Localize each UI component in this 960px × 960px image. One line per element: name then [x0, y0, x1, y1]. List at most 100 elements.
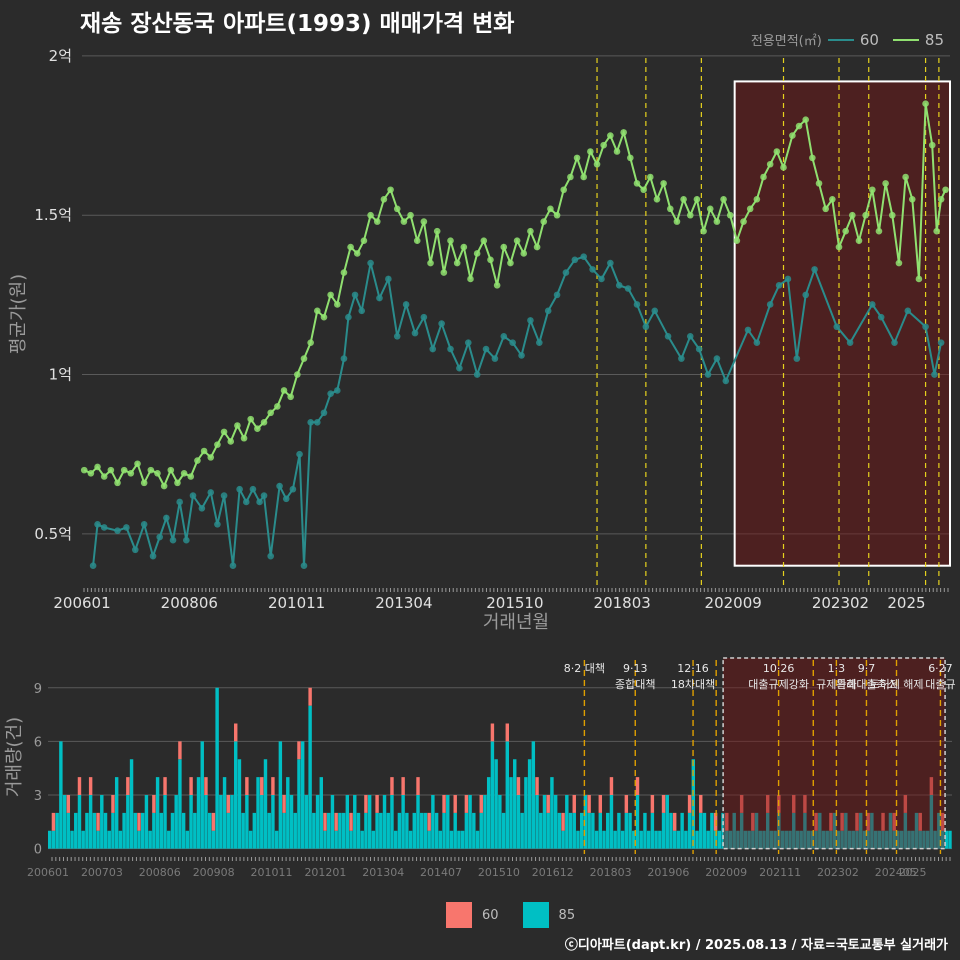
volume-bar-85: [460, 830, 465, 849]
volume-bar-85: [747, 830, 751, 849]
volume-bar-85: [234, 741, 238, 849]
price-point-85-74: [573, 154, 581, 162]
legend-box-60: [446, 902, 472, 928]
price-point-85-125: [915, 275, 923, 283]
volume-bar-85: [245, 795, 249, 849]
volume-bar-85: [858, 812, 863, 849]
price-point-60-32: [320, 409, 328, 417]
volume-bar-60: [572, 795, 576, 813]
volume-bar-85: [141, 812, 145, 849]
price-point-60-17: [220, 492, 228, 499]
volume-bar-85: [765, 812, 770, 849]
price-point-85-53: [433, 227, 441, 235]
price-point-60-33: [327, 390, 334, 397]
price-point-85-117: [862, 211, 869, 219]
volume-bar-85: [382, 795, 387, 849]
price-point-60-82: [775, 282, 783, 289]
volume-bar-60: [516, 777, 521, 796]
volume-bar-85: [88, 795, 93, 849]
volume-bar-60: [840, 812, 844, 831]
volume-bar-85: [933, 830, 937, 849]
price-point-85-98: [733, 237, 741, 245]
legend-label-85: 85: [924, 30, 944, 49]
volume-bar-85: [684, 830, 688, 849]
volume-bar-60: [204, 777, 208, 796]
volume-x-tick-0: 200601: [27, 866, 69, 879]
volume-bar-85: [371, 830, 376, 849]
volume-bar-85: [654, 830, 658, 849]
price-point-60-40: [376, 294, 383, 302]
volume-bar-85: [341, 812, 346, 849]
volume-bar-85: [170, 812, 175, 849]
price-point-85-102: [760, 173, 767, 181]
volume-bar-85: [189, 795, 193, 849]
price-point-85-107: [795, 122, 803, 130]
price-point-85-61: [487, 256, 494, 264]
price-point-85-60: [480, 237, 488, 245]
price-point-60-26: [282, 495, 290, 503]
price-point-85-109: [809, 154, 816, 162]
volume-event-name-4: 대출규제강화: [748, 678, 809, 691]
price-point-60-52: [482, 345, 490, 353]
price-point-85-92: [693, 196, 701, 203]
volume-bar-85: [661, 812, 666, 849]
volume-bar-85: [717, 830, 722, 849]
price-point-60-62: [571, 256, 579, 264]
volume-bar-85: [527, 759, 532, 849]
price-point-60-80: [753, 339, 761, 346]
price-point-85-43: [367, 211, 374, 219]
price-point-85-106: [789, 132, 796, 139]
price-highlight-box: [733, 80, 952, 567]
volume-event-name-9: 대출규: [925, 678, 955, 691]
volume-bar-85: [758, 830, 762, 849]
volume-bar-85: [602, 830, 606, 849]
volume-bar-85: [408, 830, 413, 849]
price-point-85-25: [247, 415, 255, 423]
price-series-60: [89, 253, 945, 569]
price-point-60-24: [267, 552, 274, 560]
price-y-tick-3: 2억: [49, 47, 72, 65]
volume-bar-85: [810, 830, 815, 849]
volume-bar-60: [234, 723, 238, 742]
volume-bar-85: [74, 812, 78, 849]
volume-event-name-2: 18차대책: [671, 678, 715, 691]
price-point-60-20: [242, 498, 250, 506]
volume-bar-85: [464, 812, 469, 849]
volume-bar-60: [587, 795, 591, 813]
volume-bar-85: [606, 812, 610, 849]
price-x-axis-label: 거래년월: [483, 612, 549, 633]
price-point-60-75: [695, 345, 703, 353]
volume-bar-60: [334, 812, 338, 831]
volume-bar-85: [899, 830, 904, 849]
volume-bar-60: [163, 777, 167, 796]
price-point-60-43: [402, 301, 410, 308]
volume-bar-85: [330, 795, 335, 849]
legend-title: 전용면적(㎡): [750, 34, 822, 49]
volume-bar-85: [70, 830, 74, 849]
volume-bar-85: [178, 759, 182, 849]
volume-x-tick-16: 2025: [899, 866, 927, 879]
volume-bar-85: [803, 812, 807, 849]
volume-bar-85: [308, 705, 312, 849]
volume-bar-85: [591, 812, 595, 849]
volume-bar-85: [51, 830, 56, 849]
volume-bar-85: [267, 812, 271, 849]
price-x-tick-1: 200806: [161, 594, 218, 612]
volume-bar-85: [699, 812, 703, 849]
volume-bar-60: [282, 795, 286, 813]
price-point-85-129: [937, 196, 945, 203]
price-point-85-71: [553, 211, 561, 219]
volume-bar-chart: 8·2 대책 9·13 종합대책 12·16 18차대책 10·26 대출규제강화 1·3 규제…: [4, 657, 956, 879]
price-point-60-70: [642, 323, 650, 331]
price-point-85-63: [500, 243, 508, 251]
price-point-60-60: [553, 291, 561, 299]
volume-bar-85: [728, 830, 733, 849]
volume-bar-85: [818, 812, 822, 849]
volume-bar-85: [650, 812, 655, 849]
volume-bar-85: [219, 795, 223, 849]
price-x-tick-3: 201304: [375, 594, 432, 612]
price-point-85-28: [267, 409, 274, 417]
volume-bar-85: [207, 812, 212, 849]
volume-bar-60: [739, 795, 744, 813]
volume-bar-85: [531, 741, 536, 849]
